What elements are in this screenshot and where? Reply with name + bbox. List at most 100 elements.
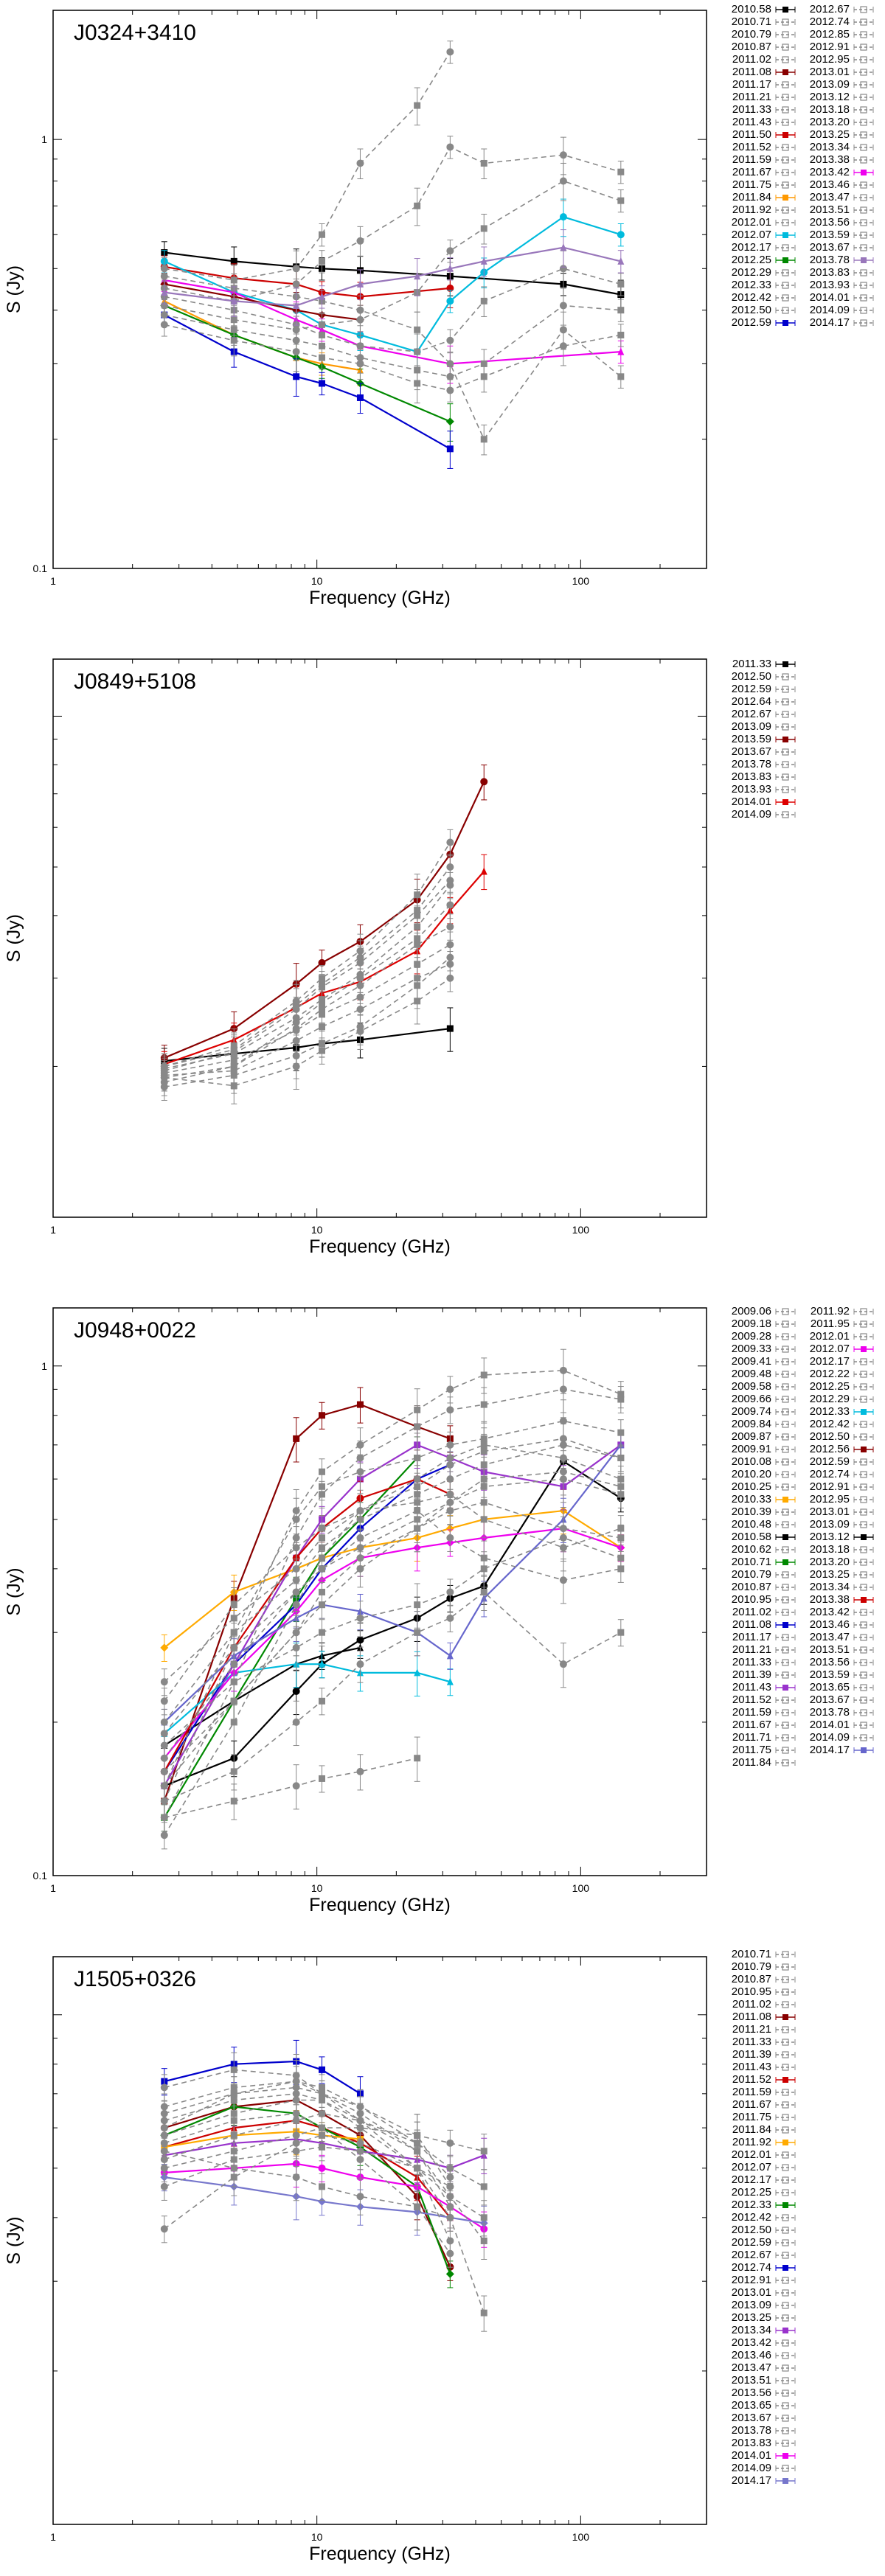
legend-marker: [782, 1534, 788, 1540]
series-line: [164, 1501, 621, 1786]
legend-marker: [782, 1988, 789, 1996]
data-point: [161, 288, 168, 296]
data-point: [356, 306, 364, 314]
legend-entry: 2013.25: [723, 2311, 796, 2324]
legend-label: 2013.01: [809, 1505, 850, 1518]
legend-swatch: [775, 723, 796, 731]
legend-label: 2013.78: [809, 254, 850, 266]
data-point: [446, 372, 454, 380]
legend-entry: 2013.56: [801, 1656, 875, 1668]
legend-label: 2011.33: [732, 1656, 771, 1668]
legend-swatch: [853, 268, 874, 276]
data-point: [292, 1687, 300, 1695]
legend-label: 2012.95: [809, 1493, 850, 1505]
data-point: [319, 231, 326, 238]
legend-swatch: [775, 1508, 796, 1516]
legend-entry: 2013.67: [801, 241, 875, 254]
legend-label: 2009.84: [731, 1418, 771, 1430]
legend-marker: [860, 1721, 867, 1729]
data-point: [356, 2156, 364, 2164]
legend-entry: 2011.02: [723, 53, 796, 66]
data-point: [446, 445, 454, 453]
series-line: [164, 146, 622, 302]
data-point: [446, 1385, 454, 1393]
legend-entry: 2010.58: [723, 1531, 796, 1543]
legend-swatch: [775, 1708, 796, 1716]
legend-marker: [860, 1621, 867, 1629]
legend-swatch: [775, 1733, 796, 1741]
legend-swatch: [853, 68, 874, 76]
legend-label: 2011.02: [732, 1998, 771, 2011]
series-line: [163, 1444, 622, 1786]
legend-label: 2013.83: [731, 770, 771, 783]
legend-marker: [782, 2100, 789, 2109]
legend-label: 2009.66: [731, 1393, 771, 1405]
legend-marker: [782, 319, 788, 326]
legend-entry: 2011.17: [723, 1631, 796, 1643]
legend-label: 2013.56: [809, 216, 850, 229]
data-point: [230, 1697, 237, 1705]
data-point: [446, 881, 454, 889]
legend-swatch: [775, 2000, 796, 2008]
legend-entry: 2011.84: [723, 2123, 796, 2136]
legend-swatch: [775, 661, 796, 667]
legend-marker: [860, 1483, 867, 1491]
legend-label: 2010.79: [731, 1568, 771, 1581]
legend-swatch: [775, 1470, 796, 1478]
legend-2: 2011.33 2012.50 2012.59 2012.64 2012.67 2013.…: [723, 658, 796, 821]
data-point: [480, 2214, 487, 2221]
data-point: [617, 307, 625, 314]
legend-swatch: [775, 1570, 796, 1578]
data-point: [446, 2182, 454, 2190]
legend-label: 2014.09: [731, 808, 771, 821]
data-point: [319, 1023, 326, 1031]
legend-swatch: [853, 306, 874, 314]
chart-panel-2: 1 10 100 Frequency (GHz) S (Jy) J0849+5108 20…: [0, 649, 885, 1283]
legend-swatch: [775, 2176, 796, 2184]
x-tick-label: 10: [311, 2531, 323, 2543]
legend-swatch: [853, 1621, 874, 1629]
data-point: [446, 922, 454, 930]
data-point: [319, 1660, 326, 1668]
legend-swatch: [775, 748, 796, 756]
data-point: [414, 272, 421, 280]
legend-swatch: [853, 1558, 874, 1566]
legend-entry: 2013.46: [801, 1618, 875, 1631]
legend-label: 2013.65: [731, 2399, 771, 2412]
legend-swatch: [775, 2063, 796, 2071]
data-point: [480, 2309, 487, 2316]
legend-label: 2012.33: [809, 1405, 850, 1418]
data-point: [446, 143, 454, 151]
data-point: [446, 960, 454, 968]
data-point: [160, 1730, 168, 1738]
legend-swatch: [853, 43, 874, 51]
legend-label: 2009.28: [731, 1330, 771, 1343]
data-point: [480, 225, 487, 232]
legend-label: 2011.59: [732, 1706, 771, 1719]
legend-swatch: [853, 243, 874, 251]
legend-entry: 2014.17: [723, 2474, 796, 2487]
legend-swatch: [853, 1508, 874, 1516]
legend-entry: 2011.52: [723, 2073, 796, 2086]
legend-entry: 2014.09: [801, 1731, 875, 1744]
legend-entry: 2012.85: [801, 28, 875, 41]
data-point: [559, 1435, 567, 1443]
legend-marker: [782, 2176, 789, 2184]
legend-swatch: [853, 1495, 874, 1503]
legend-marker: [782, 672, 789, 680]
legend-swatch: [853, 156, 874, 164]
data-point: [319, 1468, 326, 1475]
legend-label: 2013.12: [809, 1531, 850, 1543]
legend-marker: [782, 2276, 789, 2284]
data-point: [446, 941, 454, 949]
legend-entry: 2014.17: [801, 316, 875, 329]
legend-marker: [860, 281, 867, 289]
legend-label: 2011.75: [732, 178, 771, 191]
legend-swatch: [853, 169, 874, 175]
data-point: [617, 280, 625, 288]
legend-swatch: [775, 2327, 796, 2333]
legend-entry: 2012.07: [723, 2161, 796, 2173]
legend-entry: 2012.01: [723, 2148, 796, 2161]
legend-entry: 2012.17: [801, 1355, 875, 1368]
legend-swatch: [775, 2050, 796, 2058]
